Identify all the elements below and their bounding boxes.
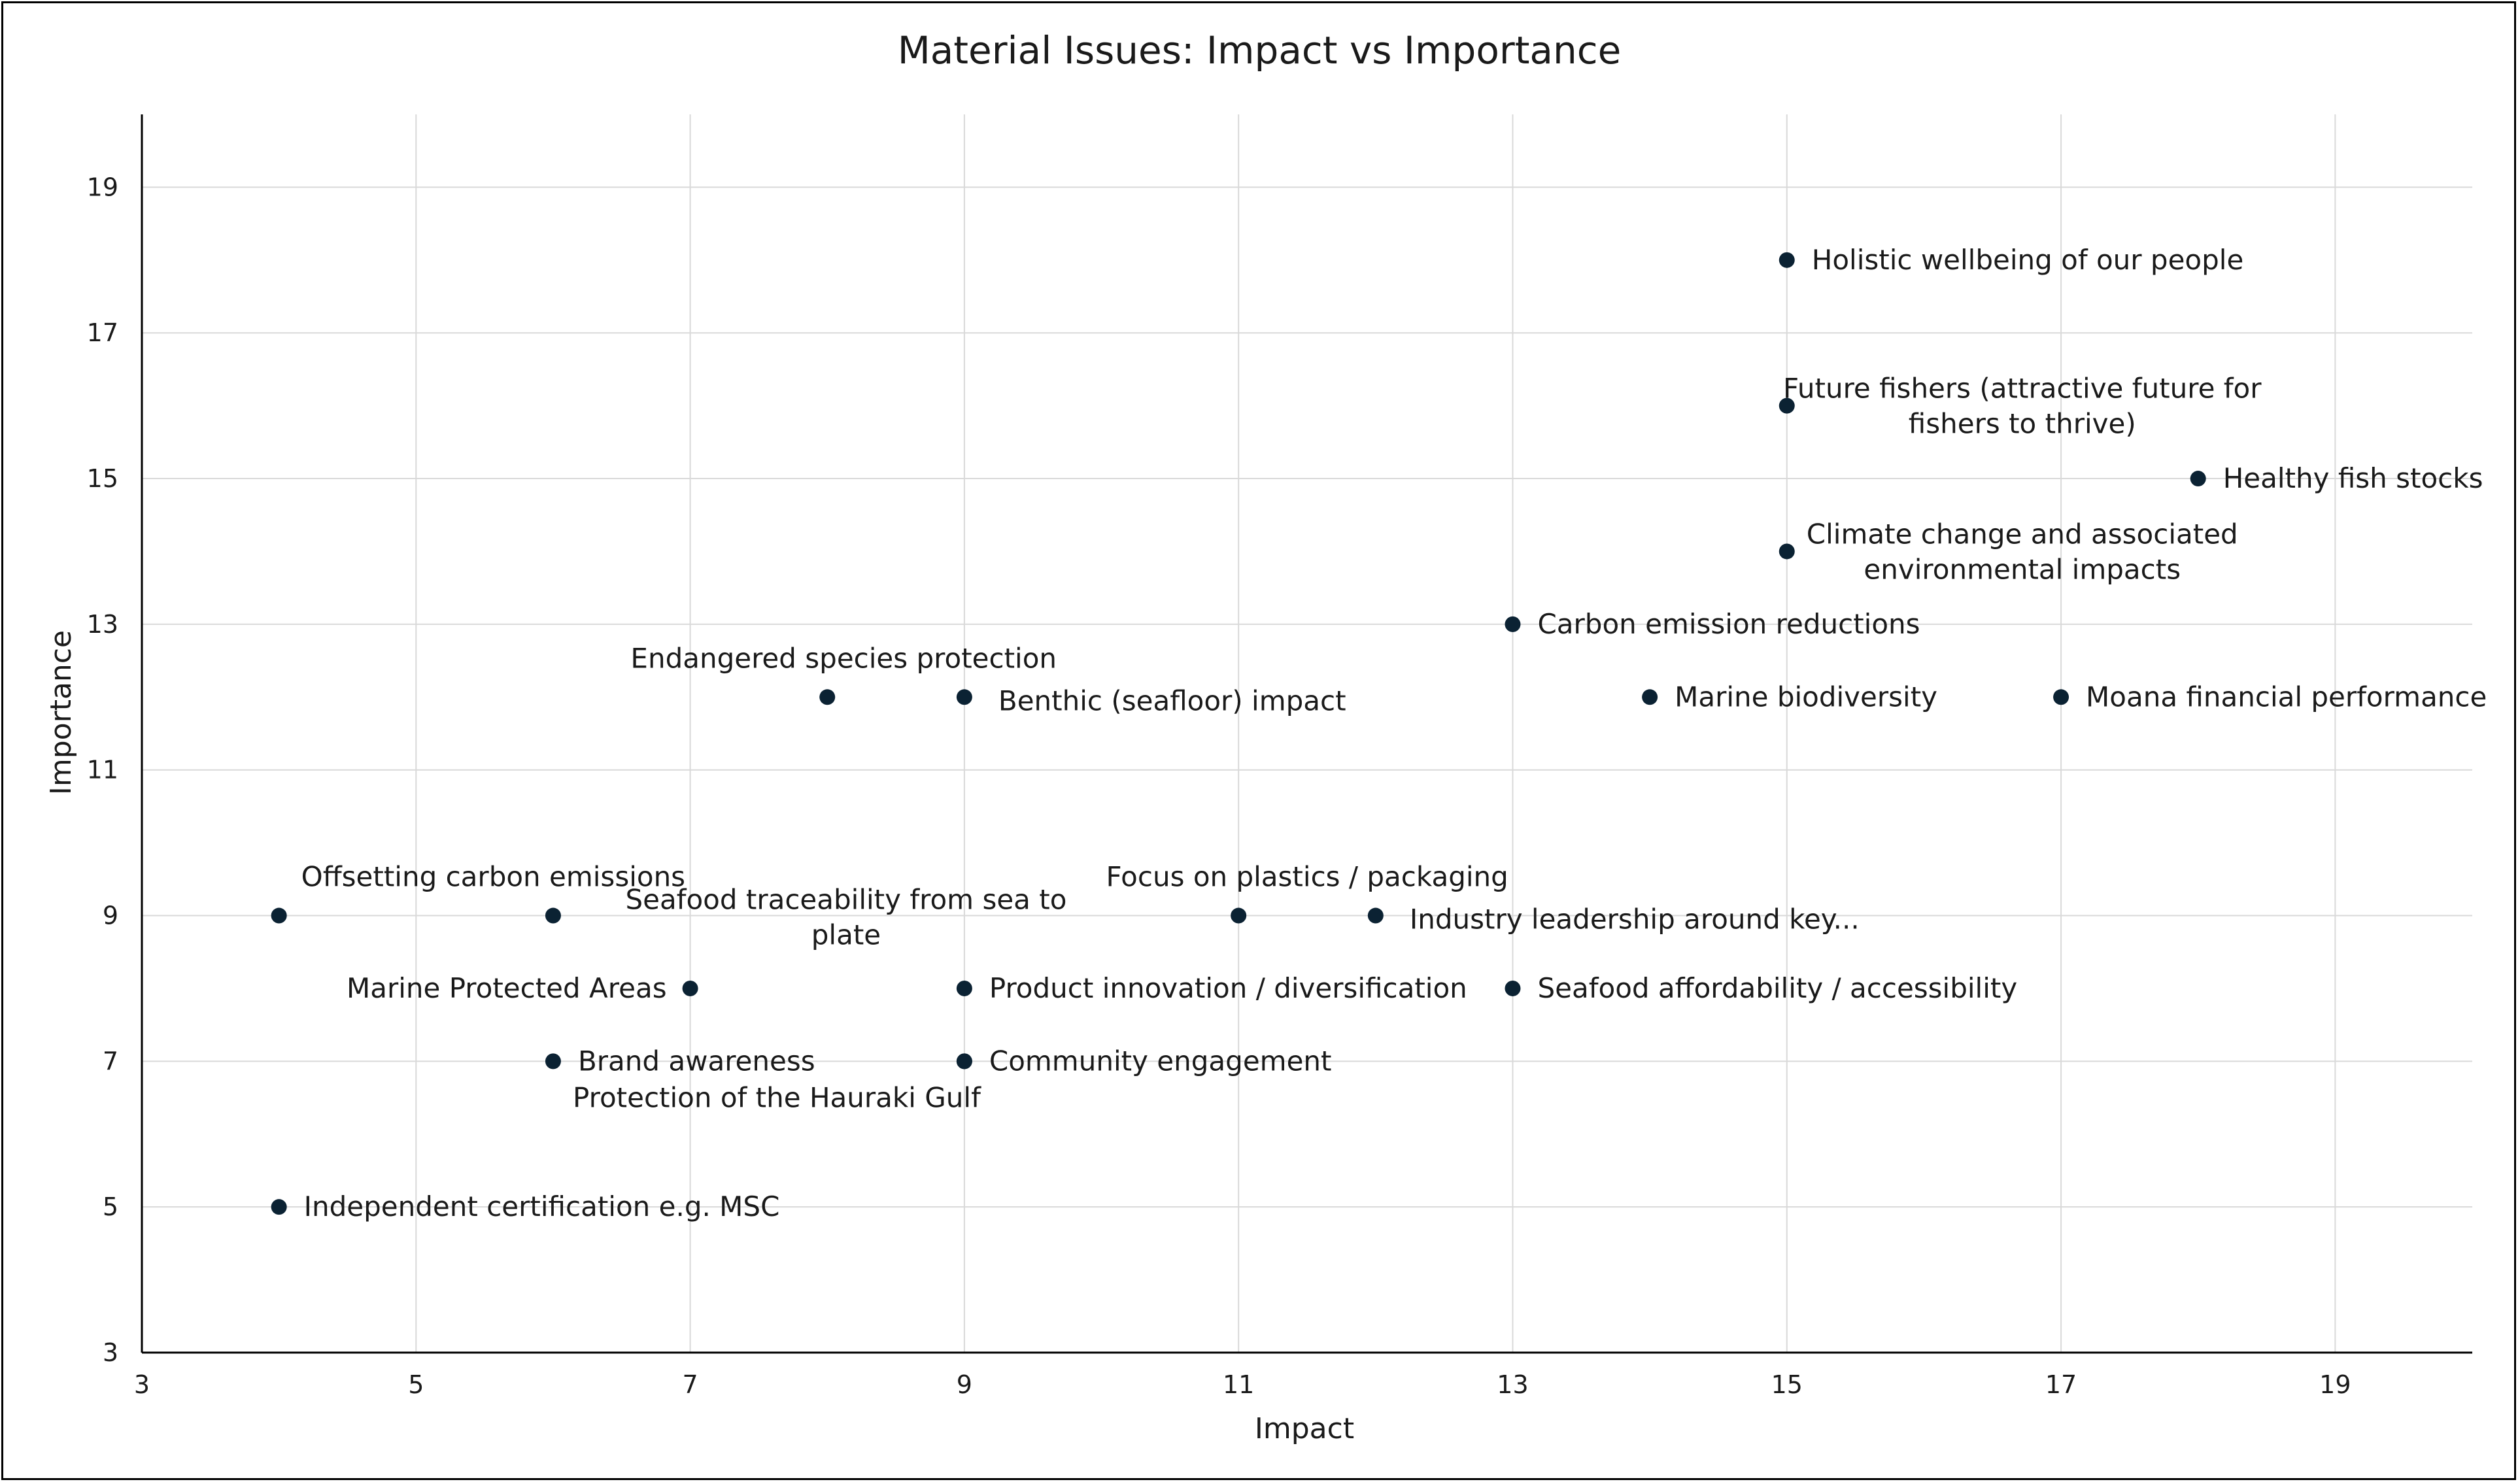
scatter-chart: 3 5 7 9 11 13 15 17 19 3 5 7 9 11 13 15 17 19 Holistic we… [44,28,2487,1445]
x-tick-label: 3 [134,1370,150,1399]
point-label-line: Benthic (seafloor) impact [998,684,1346,717]
point-label-line: Focus on plastics / packaging [1106,861,1508,893]
point-label: Product innovation / diversification [989,972,1467,1004]
y-tick-label: 11 [87,756,118,784]
x-axis-title: Impact [1255,1412,1354,1445]
point-label: Endangered species protection [630,642,1057,674]
data-point [545,1053,561,1070]
point-label: Seafood affordability / accessibility [1537,972,2017,1004]
point-label-line: Marine Protected Areas [347,972,667,1004]
point-label-line: Community engagement [989,1045,1332,1077]
point-label: Industry leadership around key... [1410,903,1860,936]
point-label-line: Climate change and associated [1807,518,2238,550]
x-tick-label: 9 [957,1370,972,1399]
data-point [1505,980,1521,996]
point-label: Community engagement [989,1045,1332,1077]
point-label-line: Product innovation / diversification [989,972,1467,1004]
x-tick-label: 7 [682,1370,698,1399]
point-label: Carbon emission reductions [1537,608,1920,640]
point-label: Holistic wellbeing of our people [1812,244,2244,276]
data-point [545,907,561,924]
point-label: Marine biodiversity [1675,681,1937,713]
point-label: Benthic (seafloor) impact [998,684,1346,717]
point-label: Brand awareness [578,1045,815,1077]
x-tick-label: 15 [1771,1370,1803,1399]
y-tick-label: 7 [103,1047,118,1075]
point-label-line: plate [811,919,881,951]
point-labels: Holistic wellbeing of our people Future f… [301,244,2487,1223]
data-point [2053,689,2069,705]
data-point [1231,907,1247,924]
data-point [1779,397,1795,414]
data-point [271,1199,287,1215]
point-label: Future fishers (attractive future for fis… [1783,373,2262,440]
axes-layer [141,114,2472,1354]
point-label-line: Holistic wellbeing of our people [1812,244,2244,276]
y-tick-label: 15 [87,464,118,493]
point-label-line: Seafood affordability / accessibility [1537,972,2017,1004]
chart-title: Material Issues: Impact vs Importance [898,28,1622,73]
point-label: Focus on plastics / packaging [1106,861,1508,893]
data-point [1779,543,1795,560]
point-label: Protection of the Hauraki Gulf [573,1081,981,1113]
x-tick-label: 13 [1497,1370,1528,1399]
point-label-line: Moana financial performance [2086,681,2487,713]
y-axis-title: Importance [44,630,78,795]
point-label: Moana financial performance [2086,681,2487,713]
point-label-line: Offsetting carbon emissions [301,861,685,893]
x-tick-label: 19 [2319,1370,2351,1399]
data-point [2190,471,2206,487]
data-point [682,980,698,996]
point-label-line: Future fishers (attractive future for [1783,373,2262,405]
x-tick-label: 17 [2045,1370,2077,1399]
point-label-line: fishers to thrive) [1909,408,2136,440]
y-tick-label: 13 [87,610,118,639]
data-point [1505,616,1521,632]
data-point [271,907,287,924]
data-point [956,980,972,996]
point-label: Marine Protected Areas [347,972,667,1004]
point-label: Offsetting carbon emissions [301,861,685,893]
y-tick-label: 19 [87,173,118,201]
y-tick-label: 3 [103,1338,118,1367]
point-label-line: Healthy fish stocks [2223,462,2483,494]
point-label-line: Seafood traceability from sea to [625,884,1066,916]
point-label-line: Industry leadership around key... [1410,903,1860,936]
data-point [1779,252,1795,268]
point-label-line: Independent certification e.g. MSC [304,1190,780,1223]
tick-labels: 3 5 7 9 11 13 15 17 19 3 5 7 9 11 13 15 17 19 [87,173,2351,1399]
point-label-line: Protection of the Hauraki Gulf [573,1081,981,1113]
data-points [271,252,2206,1215]
data-point [956,689,972,705]
x-tick-label: 5 [408,1370,424,1399]
point-label-line: Carbon emission reductions [1537,608,1920,640]
data-point [1367,907,1384,924]
grid-layer [142,114,2472,1353]
y-tick-label: 17 [87,318,118,347]
data-point [819,689,836,705]
data-point [1642,689,1658,705]
point-label: Climate change and associated environment… [1807,518,2238,585]
point-label-line: Endangered species protection [630,642,1057,674]
point-label-line: environmental impacts [1864,553,2181,585]
data-point [956,1053,972,1070]
point-label-line: Marine biodiversity [1675,681,1937,713]
y-tick-label: 5 [103,1192,118,1221]
point-label: Independent certification e.g. MSC [304,1190,780,1223]
y-tick-label: 9 [103,902,118,930]
point-label-line: Brand awareness [578,1045,815,1077]
x-tick-label: 11 [1223,1370,1254,1399]
point-label: Healthy fish stocks [2223,462,2483,494]
point-label: Seafood traceability from sea to plate [625,884,1066,951]
